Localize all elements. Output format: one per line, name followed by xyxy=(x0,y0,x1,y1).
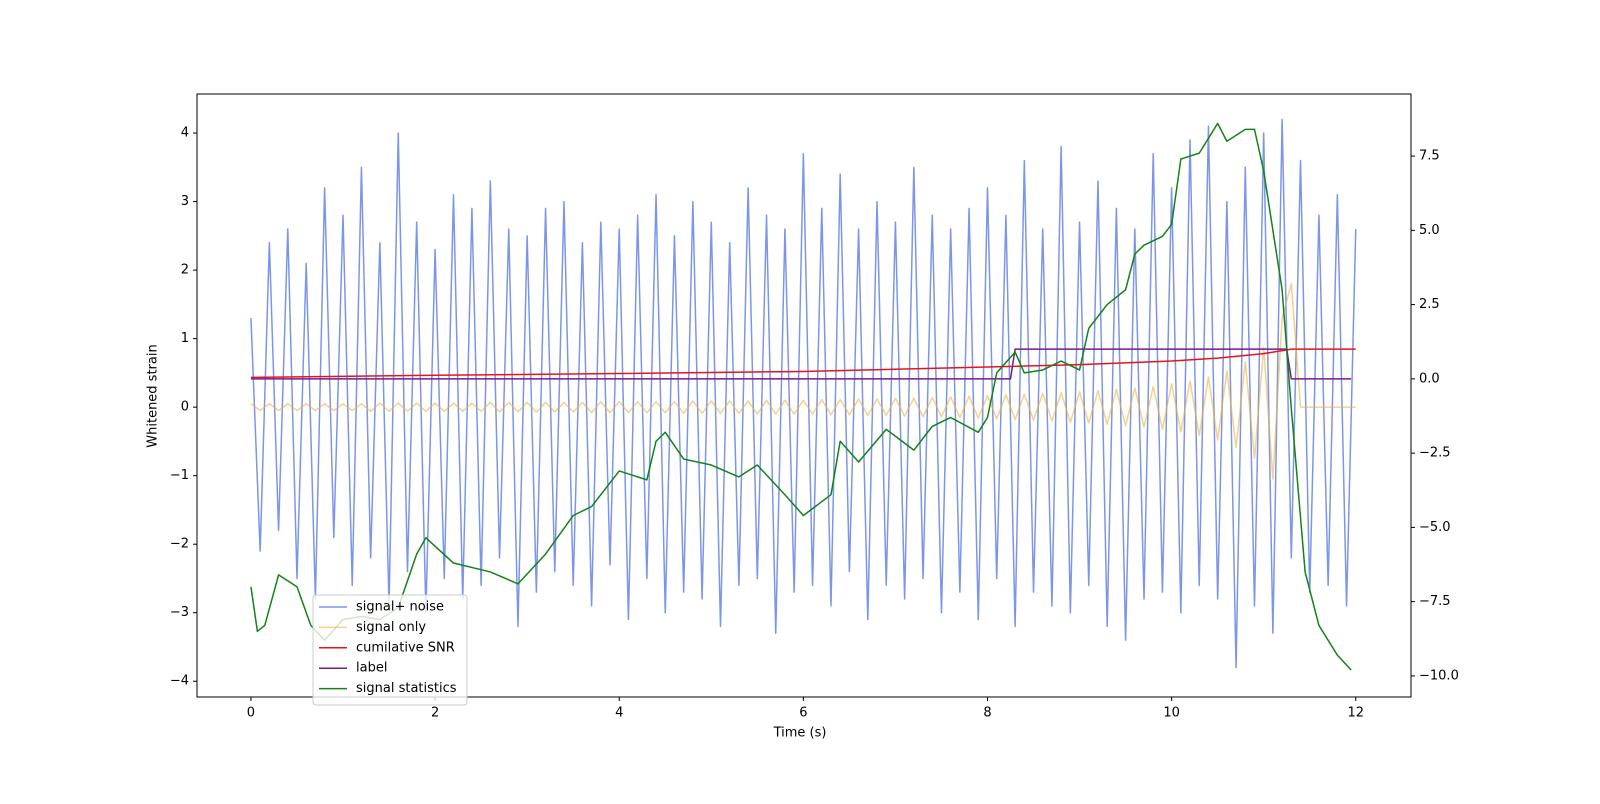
y-tick-label: 2 xyxy=(181,263,189,278)
y2-tick-label: −5.0 xyxy=(1419,520,1451,535)
x-tick-label: 8 xyxy=(983,706,991,721)
legend-label: signal only xyxy=(356,620,426,635)
y2-tick-label: −2.5 xyxy=(1419,446,1451,461)
x-tick-label: 2 xyxy=(431,706,439,721)
x-tick-label: 4 xyxy=(615,706,623,721)
y-tick-label: −2 xyxy=(170,537,189,552)
y2-tick-label: 2.5 xyxy=(1419,297,1440,312)
y2-tick-label: −7.5 xyxy=(1419,594,1451,609)
x-tick-label: 6 xyxy=(799,706,807,721)
y2-tick-label: 0.0 xyxy=(1419,371,1440,386)
y-axis-label: Whitened strain xyxy=(146,344,161,447)
x-tick-label: 10 xyxy=(1163,706,1180,721)
series-line xyxy=(250,348,1356,379)
x-tick-label: 0 xyxy=(247,706,255,721)
x-axis-label: Time (s) xyxy=(773,726,827,741)
series-line xyxy=(250,348,1352,380)
legend-box xyxy=(312,594,468,706)
y-tick-label: 0 xyxy=(181,400,189,415)
y-tick-label: 4 xyxy=(181,126,189,141)
y2-tick-label: 7.5 xyxy=(1419,149,1440,164)
y-tick-label: −3 xyxy=(170,605,189,620)
y-tick-label: 3 xyxy=(181,194,189,209)
y2-tick-label: −10.0 xyxy=(1419,668,1459,683)
legend-label: label xyxy=(356,661,387,676)
legend-label: signal statistics xyxy=(356,681,457,696)
series-line xyxy=(250,283,1356,480)
y-tick-label: −1 xyxy=(170,468,189,483)
y2-tick-label: 5.0 xyxy=(1419,223,1440,238)
plot-frame xyxy=(196,93,1412,698)
x-tick-label: 12 xyxy=(1347,706,1364,721)
series-line xyxy=(250,118,1357,669)
y-tick-label: −4 xyxy=(170,674,189,689)
series-line xyxy=(250,122,1352,671)
legend-label: signal+ noise xyxy=(356,600,444,615)
y-tick-label: 1 xyxy=(181,331,189,346)
legend-label: cumilative SNR xyxy=(356,640,455,655)
